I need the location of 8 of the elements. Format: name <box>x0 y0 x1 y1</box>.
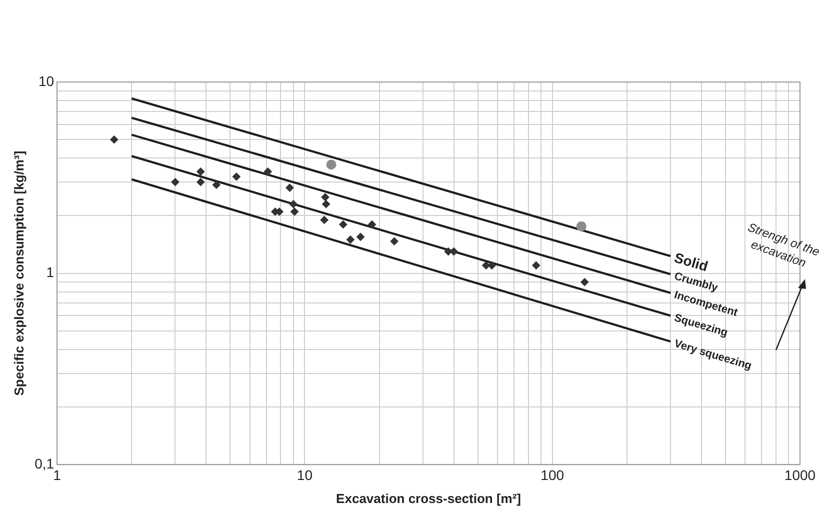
y-tick-label: 0,1 <box>34 455 54 472</box>
x-tick-label: 10 <box>296 466 313 483</box>
x-tick-label: 100 <box>540 466 564 483</box>
y-tick-label: 1 <box>46 264 54 280</box>
y-axis-title: Specific explosive consumption [kg/m³] <box>11 150 26 396</box>
x-axis-title: Excavation cross-section [m²] <box>336 490 522 506</box>
x-tick-label: 1000 <box>784 466 816 483</box>
y-tick-label: 10 <box>38 72 54 89</box>
